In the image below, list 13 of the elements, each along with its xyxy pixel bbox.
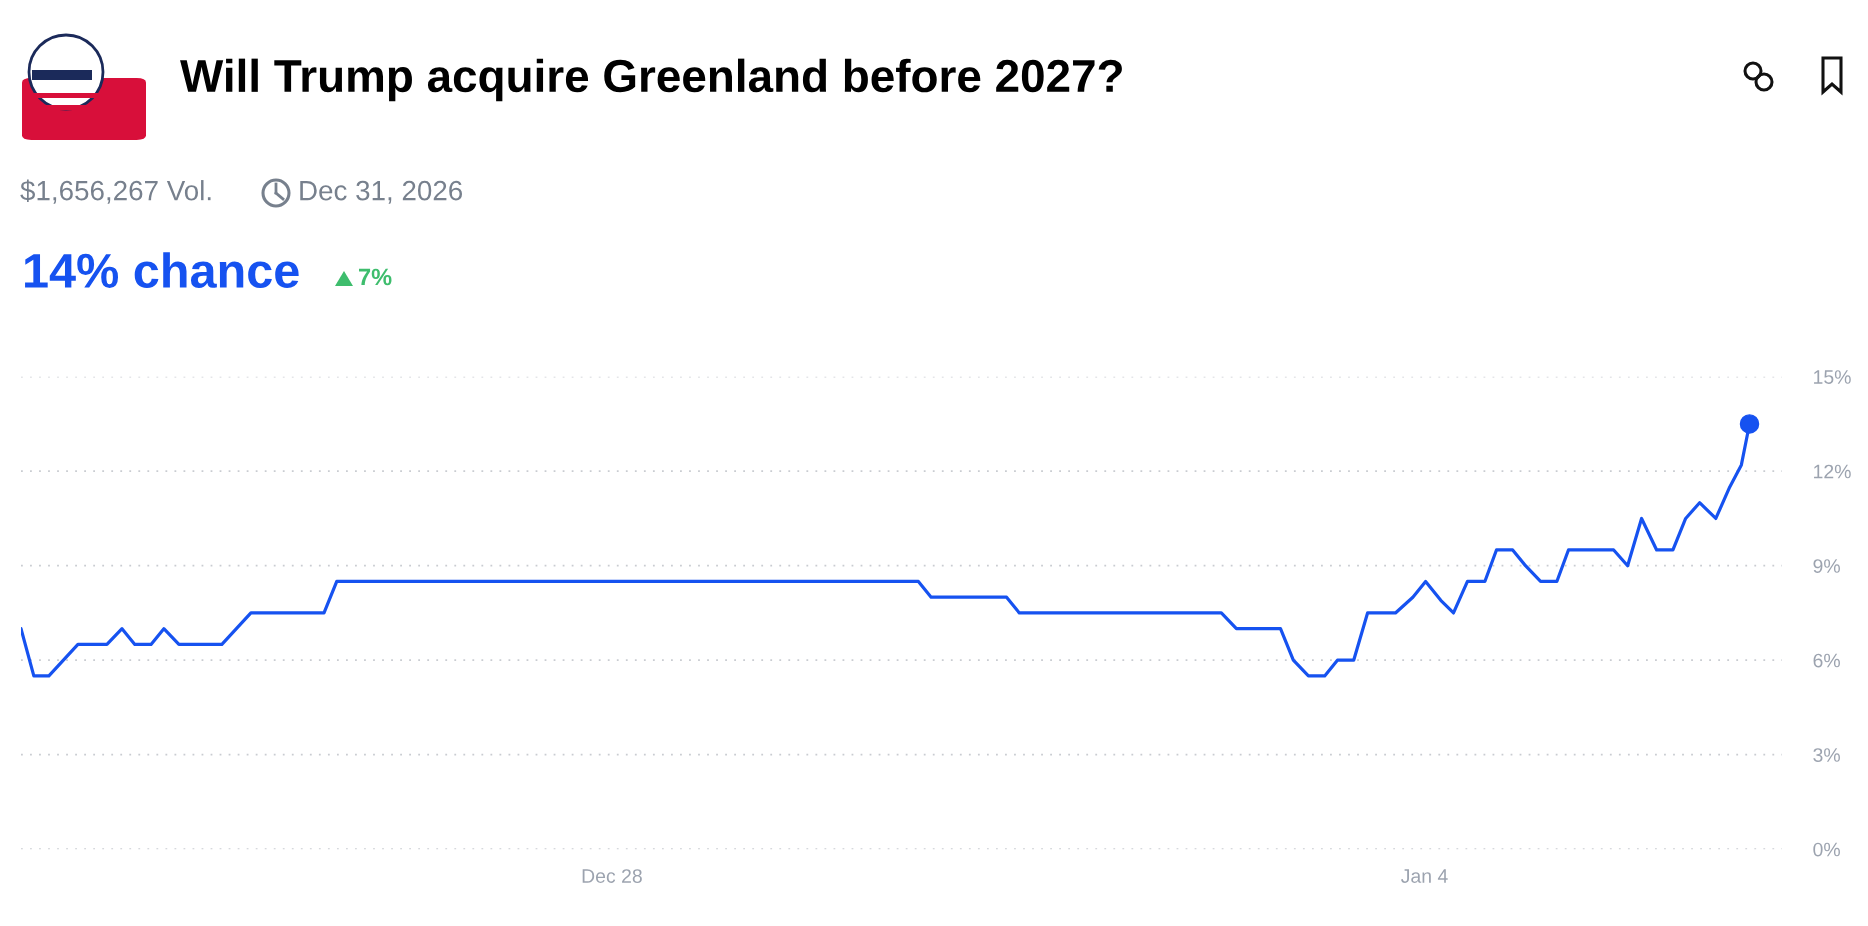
y-tick-label: 15% xyxy=(1814,370,1851,384)
text: 14% chance xyxy=(25,252,299,289)
y-tick-label: 3% xyxy=(1813,748,1840,762)
text: Dec 31, 2026 xyxy=(300,180,463,204)
chart-subtitle: $1,656,267 Vol. xyxy=(20,179,211,204)
y-tick-label: 0% xyxy=(1813,842,1840,857)
chart-title: Will Trump acquire Greenland before 2027? xyxy=(180,58,1122,102)
text: 7% xyxy=(359,268,392,286)
x-tick-label: Dec 28 xyxy=(582,869,642,883)
y-tick-label: 6% xyxy=(1813,653,1840,668)
x-tick-label: Jan 4 xyxy=(1401,869,1448,883)
y-tick-label: 9% xyxy=(1813,559,1840,573)
y-tick-label: 12% xyxy=(1814,464,1851,479)
